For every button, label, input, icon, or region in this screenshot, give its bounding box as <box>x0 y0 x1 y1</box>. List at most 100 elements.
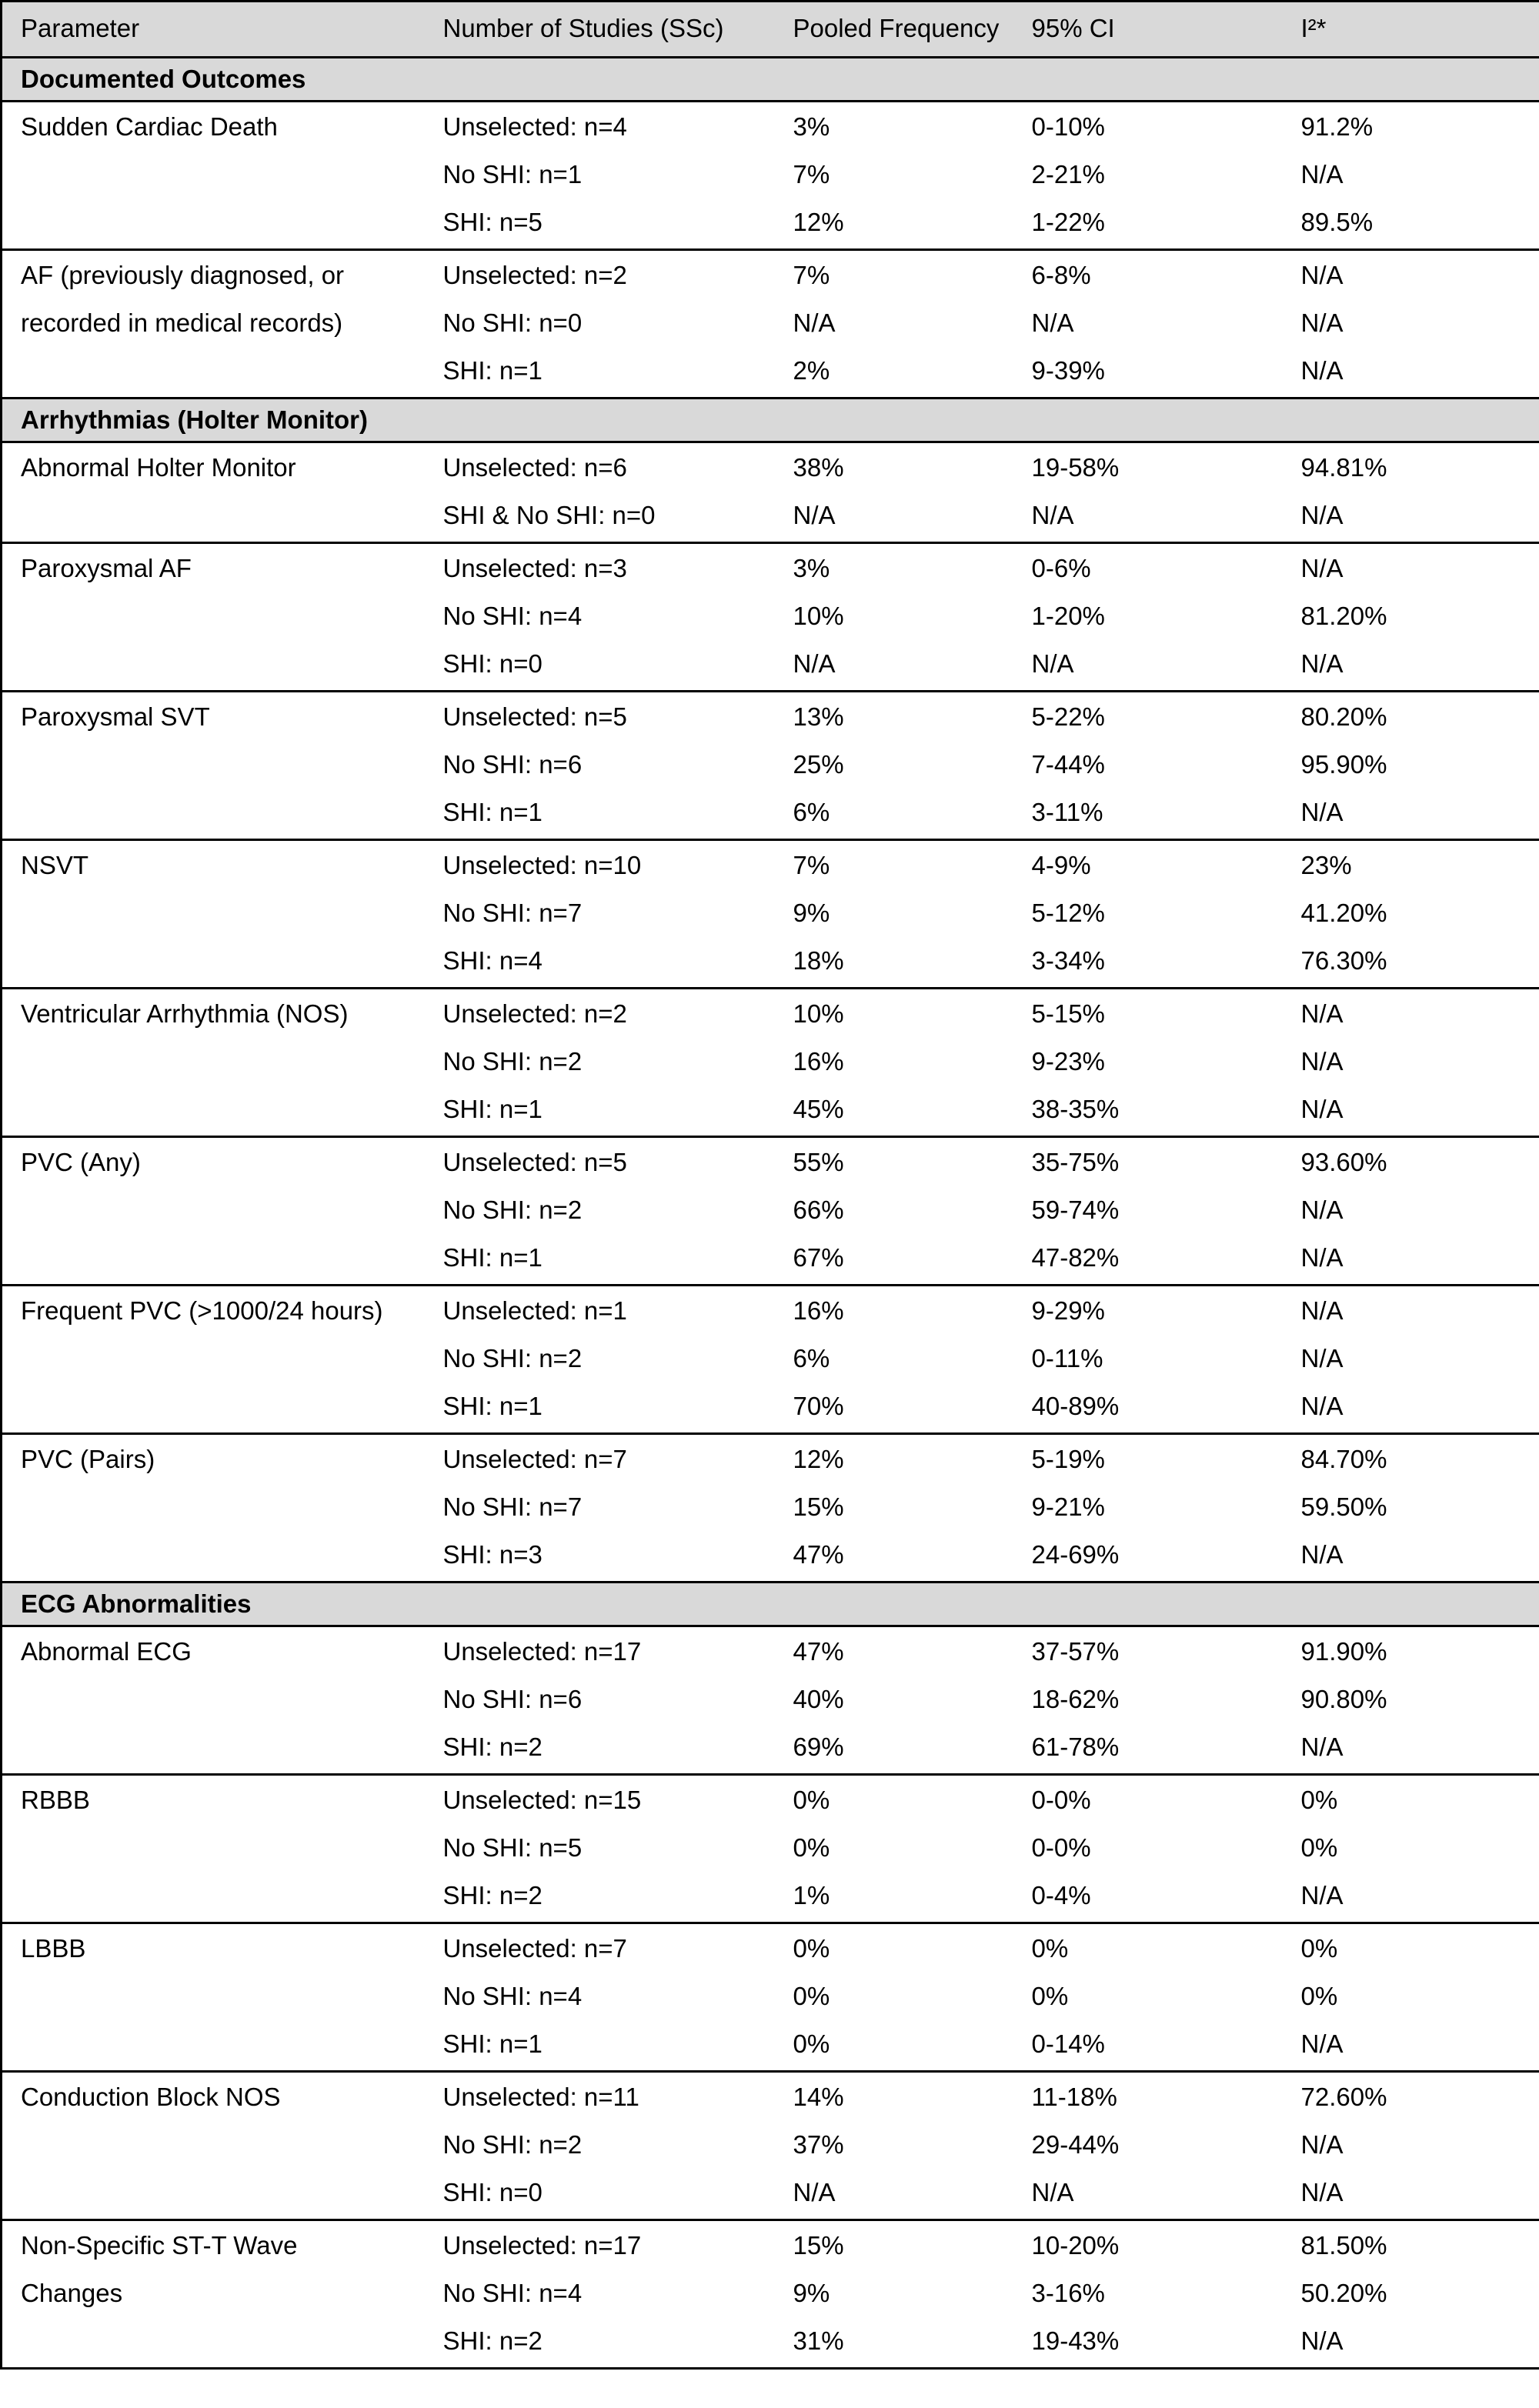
frequency-cell-line: 12% <box>793 1436 1015 1483</box>
ci-cell: 5-22%7-44%3-11% <box>1021 692 1290 840</box>
ci-cell-line: 38-35% <box>1032 1086 1284 1133</box>
i2-cell-line: 0% <box>1301 1925 1534 1973</box>
i2-cell: 0%0%N/A <box>1290 1923 1539 2072</box>
studies-cell-line: SHI: n=5 <box>443 198 776 246</box>
studies-cell-line: Unselected: n=7 <box>443 1925 776 1973</box>
ci-cell: 0-6%1-20%N/A <box>1021 543 1290 692</box>
i2-cell-line: 81.50% <box>1301 2222 1534 2270</box>
ci-cell-line: 47-82% <box>1032 1234 1284 1282</box>
studies-cell-line: SHI: n=2 <box>443 1872 776 1919</box>
i2-cell: 91.90%90.80%N/A <box>1290 1626 1539 1775</box>
studies-cell-line: SHI: n=1 <box>443 347 776 395</box>
ci-cell-line: 9-39% <box>1032 347 1284 395</box>
ci-cell-line: 59-74% <box>1032 1186 1284 1234</box>
i2-cell: 84.70%59.50%N/A <box>1290 1434 1539 1583</box>
frequency-cell-line: 40% <box>793 1676 1015 1723</box>
ci-cell: 37-57%18-62%61-78% <box>1021 1626 1290 1775</box>
i2-cell-line: 41.20% <box>1301 889 1534 937</box>
ci-cell-line: 0-10% <box>1032 103 1284 151</box>
i2-cell: 0%0%N/A <box>1290 1775 1539 1923</box>
i2-cell-line: 91.2% <box>1301 103 1534 151</box>
ci-cell-line: 24-69% <box>1032 1531 1284 1579</box>
ci-cell-line: 6-8% <box>1032 252 1284 299</box>
studies-cell-line: SHI: n=2 <box>443 1723 776 1771</box>
parameter-name: Paroxysmal AF <box>2 543 432 692</box>
i2-cell-line: N/A <box>1301 1234 1534 1282</box>
i2-cell-line: N/A <box>1301 492 1534 539</box>
ci-cell-line: 0% <box>1032 1973 1284 2020</box>
frequency-cell: 3%7%12% <box>783 102 1021 250</box>
studies-cell-line: No SHI: n=2 <box>443 1335 776 1382</box>
frequency-cell-line: N/A <box>793 299 1015 347</box>
parameter-name: RBBB <box>2 1775 432 1923</box>
frequency-cell: 47%40%69% <box>783 1626 1021 1775</box>
studies-cell-line: No SHI: n=0 <box>443 299 776 347</box>
frequency-cell: 12%15%47% <box>783 1434 1021 1583</box>
ci-cell-line: 0-0% <box>1032 1824 1284 1872</box>
frequency-cell: 14%37%N/A <box>783 2072 1021 2220</box>
ci-cell-line: 1-22% <box>1032 198 1284 246</box>
frequency-cell-line: N/A <box>793 640 1015 688</box>
frequency-cell-line: 15% <box>793 1483 1015 1531</box>
frequency-cell: 38%N/A <box>783 442 1021 543</box>
frequency-cell-line: 0% <box>793 2020 1015 2068</box>
ci-cell-line: 5-15% <box>1032 990 1284 1038</box>
studies-cell-line: Unselected: n=5 <box>443 1139 776 1186</box>
ci-cell-line: N/A <box>1032 492 1284 539</box>
frequency-cell-line: 9% <box>793 2270 1015 2317</box>
parameter-row: Ventricular Arrhythmia (NOS)Unselected: … <box>2 989 1539 1137</box>
i2-cell-line: N/A <box>1301 1872 1534 1919</box>
frequency-cell-line: 3% <box>793 545 1015 592</box>
header-row: Parameter Number of Studies (SSc) Pooled… <box>2 2 1539 58</box>
frequency-cell-line: 0% <box>793 1776 1015 1824</box>
studies-cell-line: SHI: n=0 <box>443 2169 776 2216</box>
i2-cell-line: 90.80% <box>1301 1676 1534 1723</box>
frequency-cell-line: 14% <box>793 2073 1015 2121</box>
parameter-name: PVC (Pairs) <box>2 1434 432 1583</box>
frequency-cell-line: N/A <box>793 492 1015 539</box>
i2-cell-line: N/A <box>1301 1287 1534 1335</box>
ci-cell-line: 37-57% <box>1032 1628 1284 1676</box>
parameter-name: Ventricular Arrhythmia (NOS) <box>2 989 432 1137</box>
ci-cell-line: 40-89% <box>1032 1382 1284 1430</box>
parameter-name: Sudden Cardiac Death <box>2 102 432 250</box>
section-header-row: Arrhythmias (Holter Monitor) <box>2 399 1539 442</box>
section-title: Arrhythmias (Holter Monitor) <box>2 399 1539 442</box>
ci-cell-line: 3-11% <box>1032 789 1284 836</box>
i2-cell-line: N/A <box>1301 1086 1534 1133</box>
studies-cell-line: No SHI: n=2 <box>443 1038 776 1086</box>
frequency-cell-line: 6% <box>793 1335 1015 1382</box>
studies-cell-line: No SHI: n=4 <box>443 2270 776 2317</box>
parameter-name: PVC (Any) <box>2 1137 432 1286</box>
ci-cell-line: 0-6% <box>1032 545 1284 592</box>
section-header-row: ECG Abnormalities <box>2 1583 1539 1626</box>
ci-cell-line: 5-22% <box>1032 693 1284 741</box>
studies-cell-line: SHI: n=2 <box>443 2317 776 2365</box>
studies-cell-line: Unselected: n=7 <box>443 1436 776 1483</box>
ci-cell: 5-19%9-21%24-69% <box>1021 1434 1290 1583</box>
i2-cell-line: 0% <box>1301 1776 1534 1824</box>
studies-cell-line: Unselected: n=10 <box>443 842 776 889</box>
col-header-95-ci: 95% CI <box>1021 2 1290 58</box>
frequency-cell-line: 7% <box>793 252 1015 299</box>
frequency-cell-line: 16% <box>793 1038 1015 1086</box>
ci-cell-line: 3-16% <box>1032 2270 1284 2317</box>
frequency-cell: 3%10%N/A <box>783 543 1021 692</box>
